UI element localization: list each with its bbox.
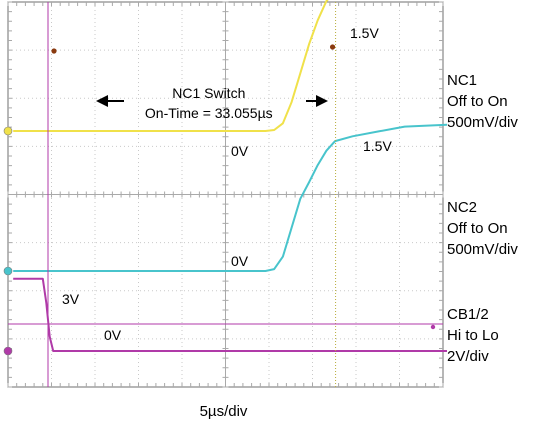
cursor-layer: [8, 2, 443, 387]
nc1-channel-label: NC1 Off to On 500mV/div: [447, 70, 518, 133]
cb-ground-marker: [3, 346, 13, 356]
marker-layer: [3, 44, 436, 356]
cb-channel-label: CB1/2 Hi to Lo 2V/div: [447, 304, 499, 367]
nc2-trace: [13, 123, 447, 272]
cb-low-level: 0V: [104, 327, 122, 343]
annotation-value: On-Time = 33.055µs: [145, 105, 273, 121]
cb-transition: Hi to Lo: [447, 327, 499, 344]
nc2-name: NC2: [447, 199, 478, 216]
label-layer: NC1 Switch On-Time = 33.055µs 1.5V 0V 1.5V 0V…: [62, 25, 392, 343]
oscilloscope-capture: NC1 Switch On-Time = 33.055µs 1.5V 0V 1.5V 0V…: [3, 0, 447, 388]
annotation-title: NC1 Switch: [172, 85, 245, 101]
nc1-name: NC1: [447, 72, 478, 89]
cursor-a-marker: [51, 48, 57, 54]
cb-high-level: 3V: [62, 291, 80, 307]
nc2-scale: 500mV/div: [447, 241, 518, 258]
cb-name: CB1/2: [447, 306, 489, 323]
left-arrow-icon: [96, 95, 108, 107]
graticule: [7, 1, 444, 388]
nc2-high-level: 1.5V: [363, 138, 392, 154]
nc1-ground-marker: [3, 126, 13, 136]
trigger-level-marker: [430, 324, 436, 330]
nc2-low-level: 0V: [231, 253, 249, 269]
nc1-trace: [13, 0, 329, 132]
cb-trace: [13, 277, 447, 352]
cb-scale: 2V/div: [447, 348, 489, 365]
time-base-label: 5µs/div: [199, 403, 248, 420]
nc2-channel-label: NC2 Off to On 500mV/div: [447, 197, 518, 260]
nc1-high-level: 1.5V: [350, 25, 379, 41]
nc1-scale: 500mV/div: [447, 114, 518, 131]
cursor-b-marker: [329, 44, 336, 50]
nc1-low-level: 0V: [231, 143, 249, 159]
nc2-ground-marker: [3, 266, 13, 276]
nc1-transition: Off to On: [447, 93, 508, 110]
right-arrow-icon: [316, 95, 328, 107]
nc2-transition: Off to On: [447, 220, 508, 237]
